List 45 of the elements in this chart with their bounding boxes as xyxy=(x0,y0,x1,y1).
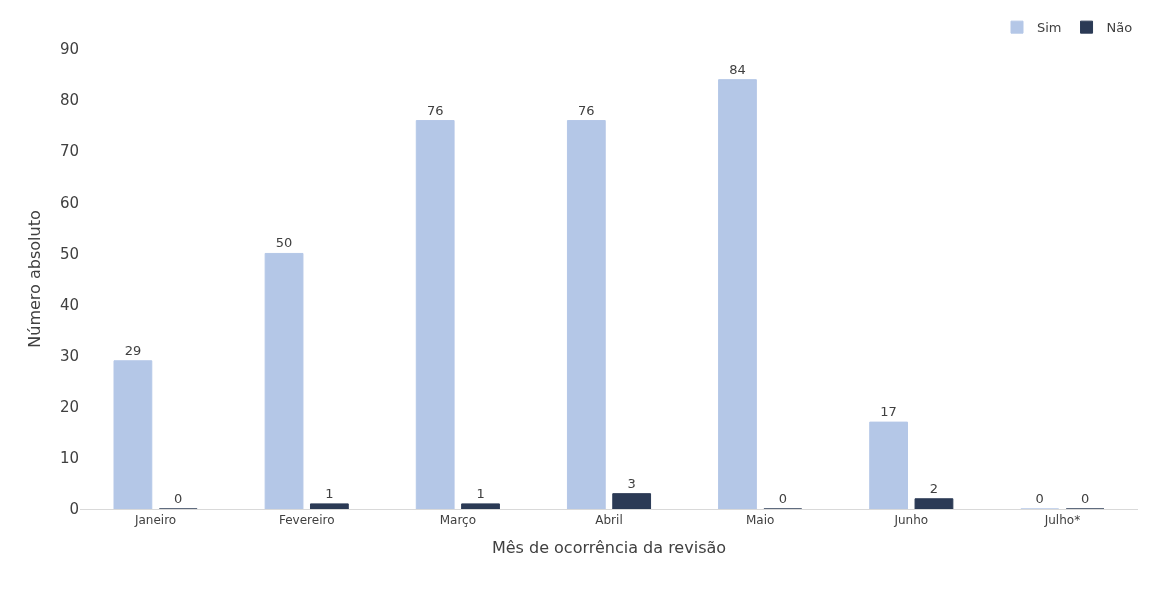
data-label: 1 xyxy=(476,485,485,501)
data-label: 76 xyxy=(426,102,444,118)
data-label: 3 xyxy=(627,475,636,491)
legend-label: Não xyxy=(1106,20,1133,36)
y-tick-label: 0 xyxy=(69,500,79,519)
x-axis-title: Mês de ocorrência da revisão xyxy=(491,538,727,558)
x-tick-label: Maio xyxy=(745,513,775,528)
y-tick-label: 20 xyxy=(59,398,79,417)
y-tick-label: 70 xyxy=(59,142,79,161)
x-tick-label: Junho xyxy=(893,513,929,528)
y-axis-title: Número absoluto xyxy=(24,210,44,348)
bar xyxy=(415,120,455,509)
data-label: 0 xyxy=(174,491,183,506)
data-label: 0 xyxy=(1080,491,1090,506)
bar xyxy=(914,498,954,509)
x-tick-label: Julho* xyxy=(1043,513,1081,528)
bar xyxy=(113,360,153,509)
x-tick-label: Fevereiro xyxy=(278,513,335,528)
x-tick-label: Janeiro xyxy=(133,513,177,528)
data-label: 50 xyxy=(275,235,293,251)
bar xyxy=(264,252,304,509)
x-tick-label: Abril xyxy=(595,513,623,528)
legend-label: Sim xyxy=(1037,20,1062,36)
y-tick-label: 10 xyxy=(59,449,79,468)
y-tick-label: 30 xyxy=(59,346,79,365)
data-label: 1 xyxy=(325,485,334,501)
data-label: 0 xyxy=(1035,491,1044,506)
bar xyxy=(461,503,500,509)
data-label: 29 xyxy=(124,342,142,358)
bar xyxy=(869,421,909,509)
data-label: 0 xyxy=(778,491,787,506)
bar xyxy=(612,493,652,509)
y-tick-label: 50 xyxy=(59,244,79,263)
y-tick-label: 80 xyxy=(59,91,79,110)
data-label: 76 xyxy=(578,102,595,118)
bar xyxy=(718,79,757,509)
y-tick-label: 40 xyxy=(59,295,79,314)
y-tick-label: 60 xyxy=(59,193,79,212)
data-label: 17 xyxy=(880,404,897,420)
data-label: 2 xyxy=(929,480,939,496)
x-tick-label: Março xyxy=(439,513,477,528)
y-tick-label: 90 xyxy=(59,40,79,59)
data-label: 84 xyxy=(729,61,746,77)
bar xyxy=(309,503,349,509)
bar xyxy=(566,120,606,509)
